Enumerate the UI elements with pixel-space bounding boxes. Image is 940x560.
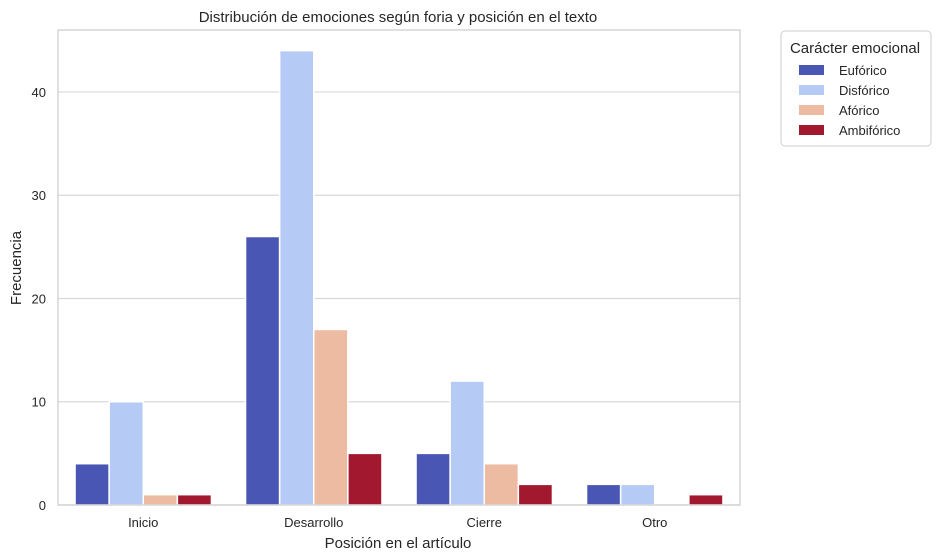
legend-label: Eufórico [839, 63, 887, 78]
y-ticks: 0 10 20 30 40 [32, 85, 46, 513]
bar [483, 462, 520, 506]
x-tick-label: Otro [642, 515, 667, 530]
x-ticks: Inicio Desarrollo Cierre Otro [128, 515, 667, 530]
bar [74, 462, 110, 506]
y-tick-label: 0 [39, 498, 46, 513]
bar [585, 483, 622, 506]
legend: Carácter emocional Eufórico Disfórico Afór… [780, 30, 932, 147]
y-tick-label: 40 [32, 85, 46, 100]
legend-label: Ambifórico [839, 123, 900, 138]
chart-title: Distribución de emociones según foria y … [199, 9, 598, 26]
legend-swatch [799, 85, 824, 95]
y-axis-label: Frecuencia [8, 230, 25, 305]
x-axis-label: Posición en el artículo [325, 535, 472, 552]
x-tick-label: Inicio [128, 515, 158, 530]
bar [108, 400, 144, 506]
bar [244, 235, 281, 506]
legend-swatch [799, 105, 824, 115]
bar [347, 452, 383, 506]
legend-box [780, 30, 932, 147]
bar [449, 380, 485, 506]
x-tick-label: Desarrollo [284, 515, 343, 530]
bars [74, 49, 724, 506]
x-tick-label: Cierre [467, 515, 502, 530]
plot-frame [57, 29, 741, 506]
y-tick-label: 20 [32, 291, 46, 306]
y-tick-label: 30 [32, 188, 46, 203]
gridlines [58, 91, 740, 506]
y-tick-label: 10 [32, 395, 46, 410]
bar [688, 493, 724, 506]
bar [142, 493, 179, 506]
bar [176, 493, 213, 506]
legend-label: Disfórico [839, 83, 890, 98]
legend-title: Carácter emocional [790, 40, 920, 57]
bar [313, 328, 349, 506]
bar [517, 483, 554, 506]
legend-label: Afórico [839, 103, 879, 118]
legend-swatch [799, 125, 824, 135]
bar [619, 483, 656, 506]
legend-swatch [799, 65, 824, 75]
bar [278, 49, 315, 506]
bar [415, 452, 451, 506]
